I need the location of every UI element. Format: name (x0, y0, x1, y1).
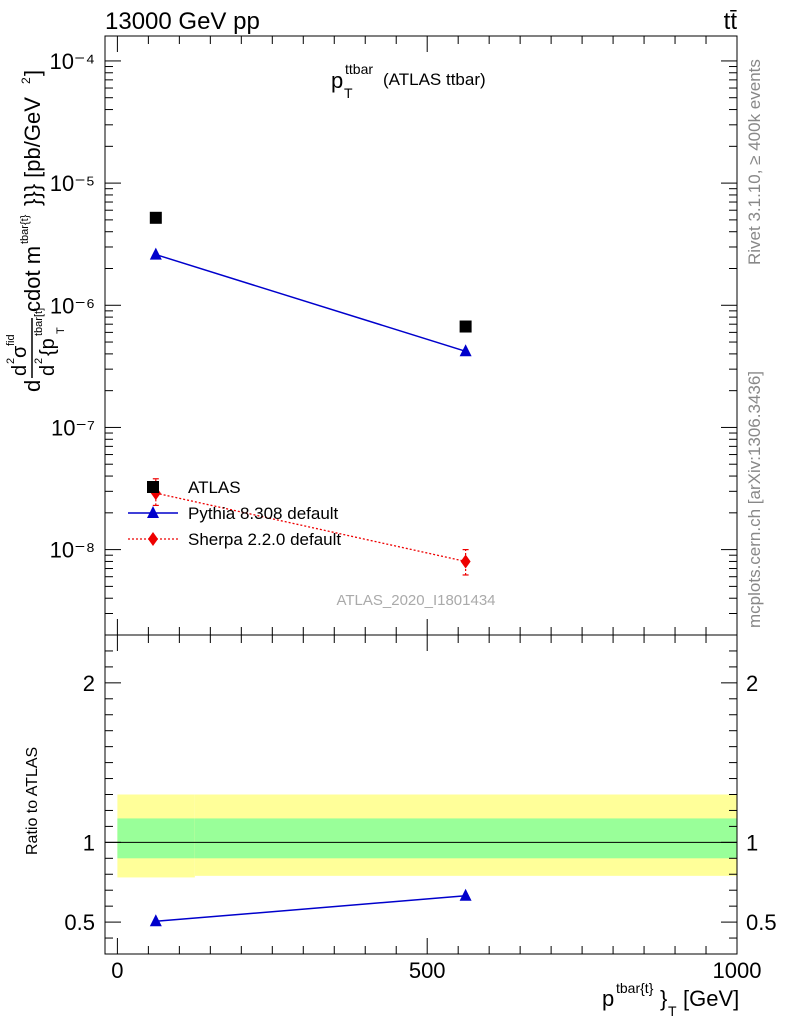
y-tick-label: 10⁻⁶ (50, 293, 95, 318)
svg-text:fid: fid (5, 334, 17, 346)
ratio-pythia-marker (459, 888, 472, 901)
ratio-y-tick-label-left: 0.5 (64, 910, 95, 935)
legend-entry-label: Sherpa 2.2.0 default (188, 530, 341, 549)
svg-text:cdot m: cdot m (20, 246, 45, 312)
ratio-series-group (149, 888, 472, 927)
ratio-y-tick-label-right: 0.5 (746, 910, 777, 935)
ratio-inner-band (194, 818, 737, 859)
svg-text:d: d (9, 365, 31, 376)
legend-atlas-marker (147, 481, 159, 493)
atlas-data-marker (149, 211, 162, 224)
mcplots-label: mcplots.cern.ch [arXiv:1306.3436] (745, 371, 764, 628)
legend-pythia-marker (147, 506, 159, 518)
svg-text:[GeV]: [GeV] (683, 986, 739, 1011)
ratio-axis-ticks: 0.5 0.5 1 1 2 2 0 500 1000 (64, 634, 777, 983)
x-tick-label: 0 (111, 958, 123, 983)
svg-text:p: p (602, 986, 614, 1011)
ratio-pythia-line (155, 895, 466, 923)
legend-entry-label: ATLAS (188, 478, 241, 497)
svg-text:tbar{t}: tbar{t} (19, 214, 31, 244)
svg-text:tbar{t}: tbar{t} (616, 980, 654, 996)
legend-sherpa-marker (148, 532, 158, 546)
ratio-panel: 0.5 0.5 1 1 2 2 0 500 1000 Ratio to ATLAS p tbar… (24, 634, 777, 1019)
legend-entry-label: Pythia 8.308 default (188, 504, 339, 523)
svg-text:{p: {p (37, 338, 59, 356)
svg-text:T: T (55, 327, 67, 334)
ratio-y-tick-label-right: 1 (746, 830, 758, 855)
x-tick-label: 1000 (713, 958, 762, 983)
ratio-y-axis-label: Ratio to ATLAS (24, 747, 41, 855)
svg-text:}}} [pb/GeV: }}} [pb/GeV (20, 97, 45, 206)
x-axis-label: p tbar{t} } T [GeV] (602, 980, 739, 1019)
plot-title: p ttbar T (ATLAS ttbar) (331, 61, 486, 101)
y-tick-label: 10⁻⁴ (49, 49, 95, 74)
svg-text:tbar[t]: tbar[t] (33, 308, 45, 336)
y-tick-label: 10⁻⁵ (50, 171, 95, 196)
sherpa-line (155, 492, 466, 563)
x-tick-label: 500 (409, 958, 446, 983)
svg-text:T: T (668, 1003, 677, 1019)
ratio-y-tick-label-right: 2 (746, 671, 758, 696)
legend: ATLAS Pythia 8.308 default Sherpa 2.2.0 de… (128, 478, 341, 549)
process-label: tt̄ (724, 8, 738, 35)
atlas-data-marker (459, 320, 472, 333)
rivet-version-label: Rivet 3.1.10, ≥ 400k events (745, 59, 764, 265)
svg-text:2: 2 (19, 77, 33, 84)
svg-text:T: T (344, 85, 353, 101)
y-tick-label: 10⁻⁷ (51, 415, 95, 440)
svg-text:σ: σ (9, 345, 31, 358)
main-y-axis-label: d d 2 σ fid d 2 {p tbar[t] T cdot m tbar… (5, 70, 67, 392)
ratio-uncertainty-bands (117, 794, 737, 878)
ratio-pythia-marker (149, 914, 162, 927)
main-panel: 10⁻⁸ 10⁻⁷ 10⁻⁶ 10⁻⁵ 10⁻⁴ p ttbar T (ATLAS tt… (5, 35, 738, 636)
svg-text:p: p (331, 68, 343, 93)
svg-text:(ATLAS ttbar): (ATLAS ttbar) (383, 70, 486, 89)
svg-text:}: } (660, 986, 667, 1011)
svg-text:d: d (20, 380, 45, 392)
main-axis-ticks: 10⁻⁸ 10⁻⁷ 10⁻⁶ 10⁻⁵ 10⁻⁴ (49, 36, 738, 636)
svg-text:2: 2 (33, 358, 45, 364)
energy-label: 13000 GeV pp (105, 8, 260, 35)
svg-text:]: ] (20, 70, 45, 76)
pythia-marker (459, 344, 472, 357)
svg-text:2: 2 (5, 358, 17, 364)
analysis-watermark: ATLAS_2020_I1801434 (336, 592, 495, 609)
svg-text:ttbar: ttbar (345, 61, 373, 77)
ratio-y-tick-label-left: 2 (83, 671, 95, 696)
ratio-inner-band (117, 818, 195, 859)
sherpa-marker (460, 554, 471, 569)
y-tick-label: 10⁻⁸ (50, 538, 95, 563)
pythia-line (155, 253, 466, 353)
ratio-y-tick-label-left: 1 (83, 830, 95, 855)
svg-text:d: d (37, 365, 59, 376)
pythia-marker (149, 247, 162, 260)
